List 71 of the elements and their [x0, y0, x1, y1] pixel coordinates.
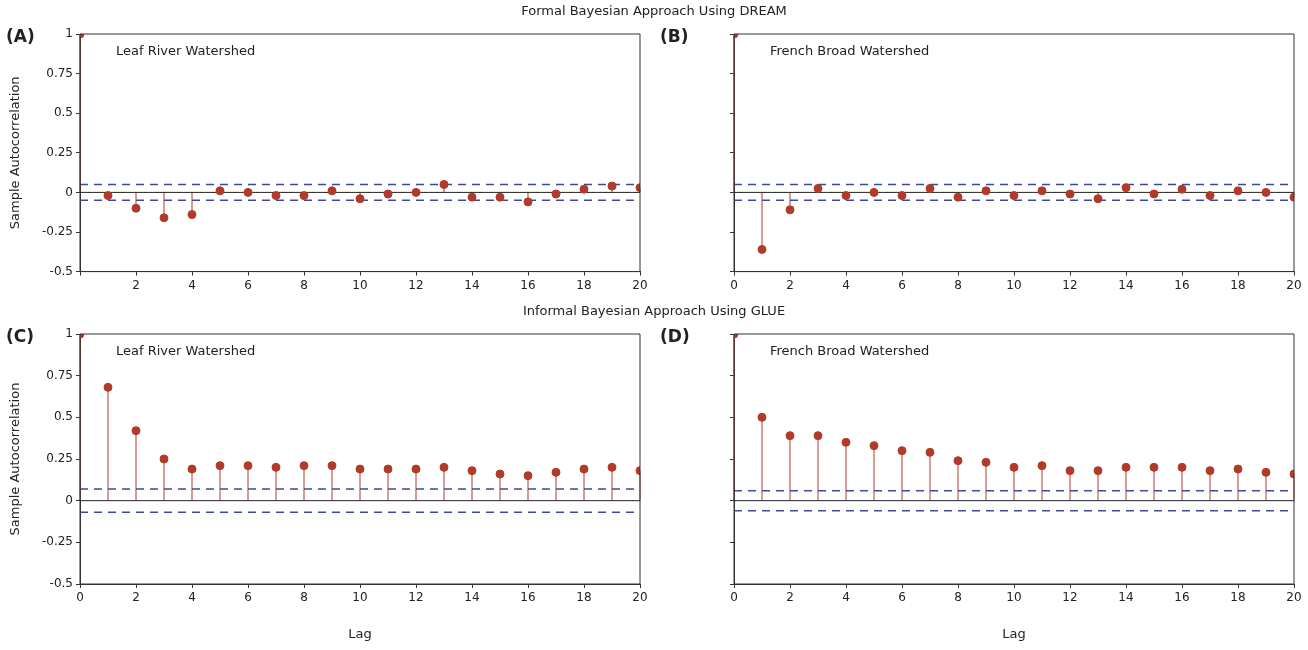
x-tick-label: 6	[244, 277, 252, 292]
y-axis-title: Sample Autocorrelation	[7, 382, 23, 536]
x-tick-label: 12	[408, 277, 424, 292]
y-tick-label: 0	[65, 184, 73, 199]
x-tick-label: 10	[352, 590, 368, 605]
y-tick-label: 1	[65, 326, 73, 341]
y-tick-label: 0.75	[46, 367, 73, 382]
y-tick-label: 0.75	[46, 65, 73, 80]
x-tick-label: 16	[1174, 277, 1190, 292]
y-tick-label: 0	[65, 492, 73, 507]
x-tick-label: 14	[1118, 277, 1134, 292]
x-tick-label: 16	[520, 277, 536, 292]
x-tick-label: 16	[520, 590, 536, 605]
annotation: French Broad Watershed	[770, 43, 930, 59]
text: (C)	[6, 326, 35, 347]
x-tick-label: 8	[300, 590, 308, 605]
text: (B)	[660, 26, 689, 47]
y-tick-label: 0.25	[46, 144, 73, 159]
y-tick-label: -0.5	[49, 576, 73, 591]
x-tick-label: 4	[842, 590, 850, 605]
x-tick-label: 20	[1286, 590, 1302, 605]
x-tick-label: 20	[1286, 277, 1302, 292]
x-tick-label: 18	[1230, 277, 1246, 292]
x-tick-label: 4	[842, 277, 850, 292]
x-tick-label: 4	[188, 590, 196, 605]
x-tick-label: 8	[300, 277, 308, 292]
x-tick-label: 20	[632, 277, 648, 292]
y-tick-label: -0.25	[41, 534, 73, 549]
x-tick-label: 8	[954, 277, 962, 292]
x-tick-label: 20	[632, 590, 648, 605]
x-tick-label: 10	[1006, 590, 1022, 605]
x-tick-label: 4	[188, 277, 196, 292]
x-tick-label: 0	[730, 590, 738, 605]
y-tick-label: -0.25	[41, 224, 73, 239]
x-tick-label: 14	[464, 277, 480, 292]
x-tick-label: 16	[1174, 590, 1190, 605]
chart-title: Formal Bayesian Approach Using DREAM	[520, 2, 788, 20]
y-tick-label: 1	[65, 26, 73, 41]
y-tick-label: -0.5	[49, 263, 73, 278]
x-tick-label: 12	[408, 590, 424, 605]
x-tick-label: 0	[730, 277, 738, 292]
x-tick-label: 18	[576, 590, 592, 605]
y-tick-label: 0.5	[53, 105, 73, 120]
text: (D)	[660, 326, 690, 347]
x-tick-label: 10	[352, 277, 368, 292]
text: (A)	[6, 26, 35, 47]
x-tick-label: 2	[786, 590, 794, 605]
chart-title: Informal Bayesian Approach Using GLUE	[521, 302, 787, 320]
x-tick-label: 0	[76, 590, 84, 605]
y-tick-label: 0.25	[46, 451, 73, 466]
x-tick-label: 6	[898, 277, 906, 292]
x-tick-label: 2	[786, 277, 794, 292]
annotation: French Broad Watershed	[770, 343, 930, 359]
y-tick-label: 0.5	[53, 409, 73, 424]
annotation: Leaf River Watershed	[116, 43, 256, 59]
x-tick-label: 10	[1006, 277, 1022, 292]
x-tick-label: 2	[132, 277, 140, 292]
x-tick-label: 8	[954, 590, 962, 605]
x-tick-label: 6	[898, 590, 906, 605]
x-tick-label: 18	[1230, 590, 1246, 605]
x-tick-label: 12	[1062, 590, 1078, 605]
x-tick-label: 14	[464, 590, 480, 605]
x-tick-label: 18	[576, 277, 592, 292]
y-axis-title: Sample Autocorrelation	[7, 76, 23, 230]
x-axis-title: Lag	[348, 625, 372, 641]
x-tick-label: 12	[1062, 277, 1078, 292]
annotation: Leaf River Watershed	[116, 343, 256, 359]
x-tick-label: 2	[132, 590, 140, 605]
x-tick-label: 14	[1118, 590, 1134, 605]
x-tick-label: 6	[244, 590, 252, 605]
x-axis-title: Lag	[1002, 625, 1026, 641]
